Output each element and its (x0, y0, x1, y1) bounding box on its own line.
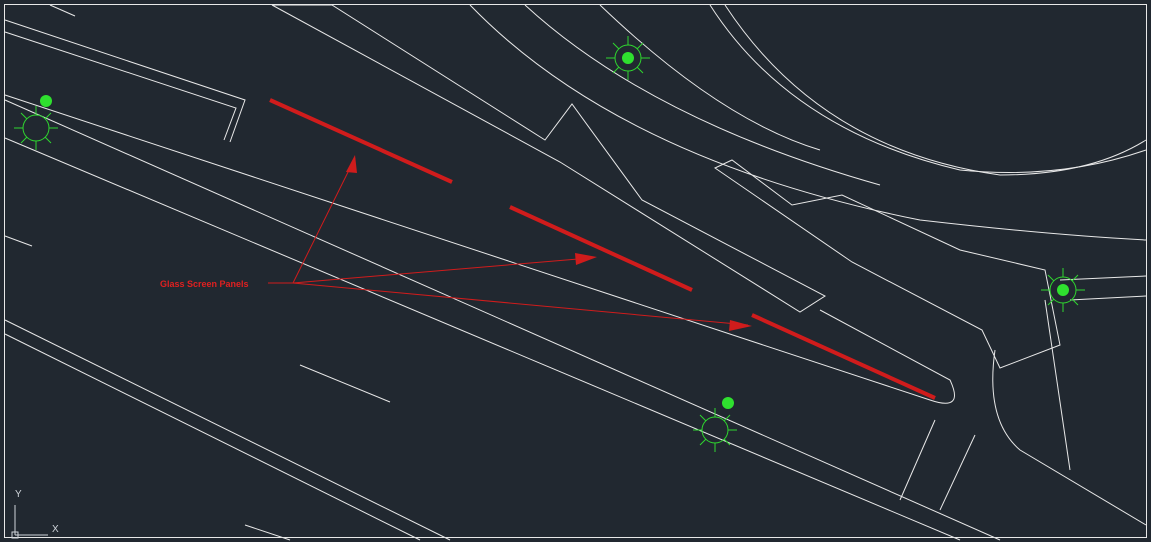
page: Glass Screen Panels Y X (() => { const d… (0, 0, 1151, 542)
cad-viewport: Glass Screen Panels Y X (0, 0, 1151, 542)
ucs-x-label: X (52, 524, 59, 535)
tree-dot (40, 95, 52, 107)
ucs-y-label: Y (15, 489, 22, 500)
background (0, 0, 1151, 542)
tree-dot (722, 397, 734, 409)
annotation-label: Glass Screen Panels (160, 279, 249, 289)
